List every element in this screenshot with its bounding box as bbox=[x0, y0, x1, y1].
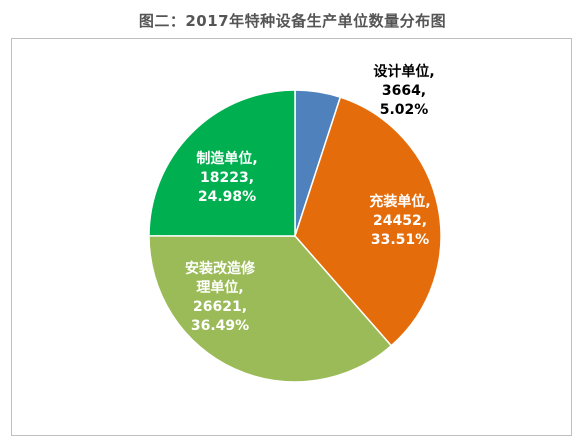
slice-percent: 24.98% bbox=[198, 189, 256, 205]
chart-area: 设计单位, 3664, 5.02% 充装单位, 24452, 33.51% 安装改造修理单位… bbox=[11, 38, 572, 436]
slice-name: 充装单位, bbox=[369, 193, 430, 210]
page-title: 图二：2017年特种设备生产单位数量分布图 bbox=[138, 12, 447, 30]
slice-value: 18223, bbox=[200, 170, 254, 186]
slice-label-2: 充装单位, 24452, 33.51% bbox=[369, 193, 430, 248]
slice-label-4: 制造单位, 18223, 24.98% bbox=[196, 150, 257, 205]
slice-value: 26621, bbox=[193, 299, 247, 315]
slice-percent: 33.51% bbox=[371, 232, 429, 248]
pie-chart: 设计单位, 3664, 5.02% 充装单位, 24452, 33.51% 安装改造修理单位… bbox=[148, 63, 442, 383]
slice-name: 安装改造修 bbox=[185, 260, 256, 277]
pie-slice-3 bbox=[148, 235, 393, 383]
slice-name: 理单位, bbox=[196, 279, 243, 296]
slice-percent: 5.02% bbox=[380, 102, 429, 118]
pie-slice-2 bbox=[294, 96, 442, 347]
slice-value: 3664, bbox=[382, 83, 426, 99]
slice-value: 24452, bbox=[373, 213, 427, 229]
slice-name: 设计单位, bbox=[373, 63, 434, 80]
slice-label-1: 设计单位, 3664, 5.02% bbox=[373, 63, 434, 118]
pie-slice-4 bbox=[148, 89, 296, 237]
slice-percent: 36.49% bbox=[191, 318, 249, 334]
slice-label-3: 安装改造修理单位, 26621, 36.49% bbox=[185, 260, 256, 334]
slice-name: 制造单位, bbox=[196, 150, 257, 167]
